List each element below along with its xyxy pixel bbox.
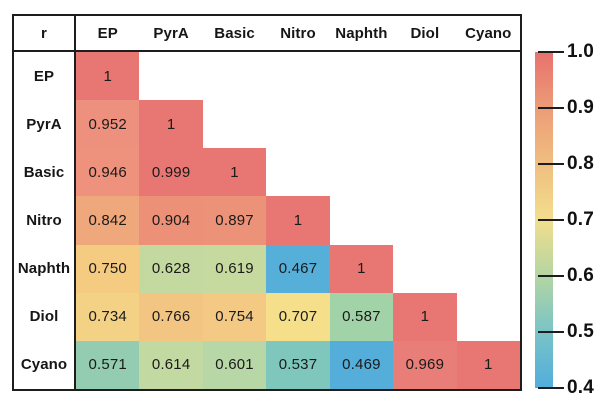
- colorbar-tick-label-0.4: 0.4: [567, 377, 595, 398]
- colorbar-tick-0.6: [538, 274, 564, 278]
- matrix-cell-empty: [457, 245, 520, 293]
- matrix-cell-pyra-ep: 0.952: [76, 100, 140, 149]
- column-header-pyra: PyrA: [139, 16, 203, 52]
- row-label-nitro: Nitro: [14, 196, 76, 245]
- matrix-cell-diol-ep: 0.734: [76, 292, 140, 341]
- matrix-cell-naphth-pyra: 0.628: [139, 244, 203, 293]
- matrix-cell-empty: [457, 100, 520, 148]
- column-header-diol: Diol: [393, 16, 457, 52]
- matrix-cell-basic-ep: 0.946: [76, 148, 140, 197]
- matrix-cell-empty: [330, 52, 393, 100]
- matrix-cell-cyano-cyano: 1: [456, 340, 520, 389]
- matrix-cell-pyra-pyra: 1: [139, 100, 203, 149]
- matrix-cell-naphth-basic: 0.619: [202, 244, 267, 293]
- matrix-cell-diol-basic: 0.754: [202, 292, 267, 341]
- colorbar-tick-1.0: [538, 50, 564, 54]
- matrix-cell-empty: [330, 196, 393, 244]
- matrix-cell-basic-basic: 1: [202, 148, 267, 197]
- colorbar-tick-label-0.9: 0.9: [567, 97, 595, 118]
- matrix-cell-empty: [457, 148, 520, 196]
- colorbar-tick-0.5: [538, 330, 564, 334]
- matrix-cell-naphth-nitro: 0.467: [266, 244, 330, 293]
- row-label-pyra: PyrA: [14, 100, 76, 149]
- column-header-naphth: Naphth: [329, 16, 394, 52]
- matrix-cell-empty: [139, 52, 202, 100]
- matrix-cell-ep-ep: 1: [76, 52, 140, 101]
- colorbar-tick-label-1.0: 1.0: [567, 41, 595, 62]
- colorbar-tick-0.9: [538, 106, 564, 110]
- matrix-table: r EP PyrA Basic Nitro Naphth Diol Cyano EP 1 PyrA 0…: [12, 14, 522, 391]
- column-header-ep: EP: [76, 16, 140, 52]
- matrix-cell-cyano-nitro: 0.537: [266, 340, 330, 389]
- matrix-cell-empty: [393, 100, 456, 148]
- matrix-cell-empty: [203, 52, 266, 100]
- matrix-cell-empty: [266, 100, 329, 148]
- matrix-cell-cyano-ep: 0.571: [76, 340, 140, 389]
- matrix-cell-cyano-naphth: 0.469: [329, 340, 394, 389]
- matrix-cell-nitro-pyra: 0.904: [139, 196, 203, 245]
- colorbar-tick-0.7: [538, 218, 564, 222]
- corner-header-r: r: [14, 16, 76, 52]
- row-label-basic: Basic: [14, 148, 76, 197]
- matrix-cell-empty: [393, 196, 456, 244]
- row-label-ep: EP: [14, 52, 76, 101]
- colorbar-tick-label-0.5: 0.5: [567, 321, 595, 342]
- matrix-cell-nitro-basic: 0.897: [202, 196, 267, 245]
- matrix-cell-empty: [330, 148, 393, 196]
- matrix-cell-diol-diol: 1: [393, 292, 457, 341]
- matrix-cell-nitro-nitro: 1: [266, 196, 330, 245]
- matrix-cell-basic-pyra: 0.999: [139, 148, 203, 197]
- colorbar-tick-label-0.8: 0.8: [567, 153, 595, 174]
- matrix-cell-empty: [457, 52, 520, 100]
- column-header-nitro: Nitro: [266, 16, 330, 52]
- matrix-cell-cyano-pyra: 0.614: [139, 340, 203, 389]
- matrix-cell-empty: [266, 148, 329, 196]
- matrix-cell-naphth-ep: 0.750: [76, 244, 140, 293]
- matrix-cell-empty: [393, 245, 456, 293]
- colorbar-tick-0.4: [538, 386, 564, 390]
- matrix-cell-diol-naphth: 0.587: [329, 292, 394, 341]
- matrix-cell-cyano-basic: 0.601: [202, 340, 267, 389]
- matrix-cell-empty: [457, 293, 520, 341]
- row-label-cyano: Cyano: [14, 340, 76, 389]
- matrix-cell-nitro-ep: 0.842: [76, 196, 140, 245]
- matrix-cell-empty: [457, 196, 520, 244]
- matrix-cell-empty: [330, 100, 393, 148]
- colorbar-tick-label-0.7: 0.7: [567, 209, 595, 230]
- matrix-cell-empty: [393, 148, 456, 196]
- matrix-cell-empty: [203, 100, 266, 148]
- row-label-diol: Diol: [14, 292, 76, 341]
- matrix-cell-diol-nitro: 0.707: [266, 292, 330, 341]
- colorbar-tick-0.8: [538, 162, 564, 166]
- column-header-cyano: Cyano: [456, 16, 520, 52]
- matrix-cell-empty: [266, 52, 329, 100]
- matrix-cell-diol-pyra: 0.766: [139, 292, 203, 341]
- column-header-basic: Basic: [202, 16, 267, 52]
- matrix-cell-naphth-naphth: 1: [329, 244, 394, 293]
- matrix-cell-empty: [393, 52, 456, 100]
- colorbar-tick-label-0.6: 0.6: [567, 265, 595, 286]
- matrix-cell-cyano-diol: 0.969: [393, 340, 457, 389]
- row-label-naphth: Naphth: [14, 244, 76, 293]
